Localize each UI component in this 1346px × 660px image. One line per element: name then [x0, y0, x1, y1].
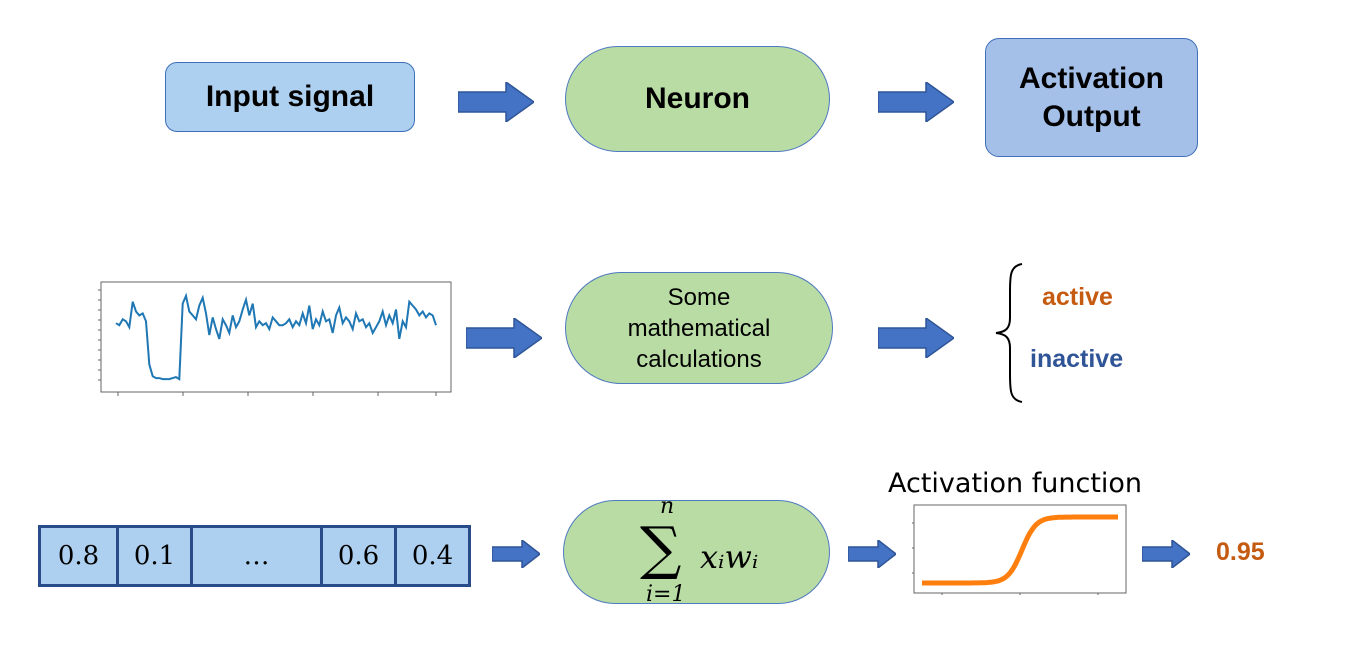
sigmoid-plot [912, 504, 1127, 595]
activation-result: 0.95 [1216, 538, 1265, 566]
activation-output-box: Activation Output [985, 38, 1198, 157]
arrow-right-icon [878, 318, 954, 358]
activation-function-title: Activation function [888, 468, 1143, 499]
vector-cell: 0.6 [320, 525, 397, 587]
output-line-2: Output [1042, 99, 1141, 133]
arrow-right-icon [492, 540, 540, 568]
arrow-right-icon [1142, 540, 1190, 568]
arrow-right-icon [466, 318, 542, 358]
weighted-sum-node [563, 500, 830, 604]
process-line-3: calculations [636, 345, 762, 373]
sum-term: xᵢwᵢ [700, 538, 759, 576]
input-signal-plot [98, 281, 452, 396]
output-line-1: Activation [1018, 61, 1165, 95]
process-line-1: Some [667, 283, 731, 311]
process-line-2: mathematical [627, 314, 771, 342]
input-signal-box: Input signal [165, 62, 415, 132]
sum-lower-limit: i=1 [646, 582, 686, 607]
input-signal-label: Input signal [205, 80, 375, 113]
signal-series-line [115, 292, 437, 381]
arrow-right-icon [878, 82, 954, 122]
state-active: active [1042, 283, 1113, 311]
vector-cell: 0.4 [394, 525, 471, 587]
plot-ticks [98, 289, 437, 396]
vector-cell: … [190, 525, 323, 587]
sigmoid-curve [922, 514, 1118, 586]
curly-brace-icon [995, 263, 1023, 403]
arrow-right-icon [848, 540, 896, 568]
neuron-node: Neuron [565, 46, 830, 152]
sum-upper-limit: n [660, 494, 675, 519]
neuron-label: Neuron [645, 82, 750, 115]
sum-symbol: ∑ [640, 514, 682, 582]
calculation-node: Some mathematical calculations [565, 272, 833, 384]
vector-cell: 0.1 [116, 525, 193, 587]
arrow-right-icon [458, 82, 534, 122]
vector-cell: 0.8 [38, 525, 119, 587]
state-inactive: inactive [1030, 345, 1124, 373]
